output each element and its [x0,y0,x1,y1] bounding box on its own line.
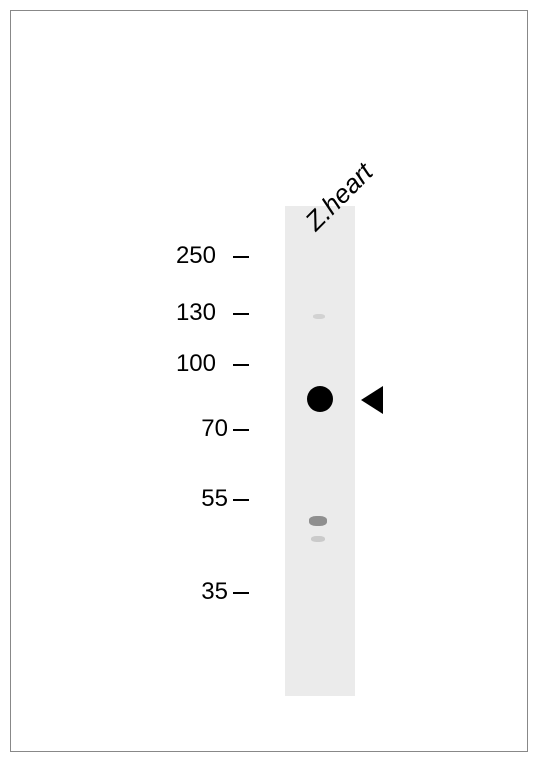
marker-label-250: 250 [166,242,216,270]
band-faint-2 [311,536,325,542]
marker-label-130: 130 [166,299,216,327]
marker-tick-130 [233,313,249,315]
lane-background [285,206,355,696]
marker-tick-70 [233,429,249,431]
marker-tick-100 [233,364,249,366]
marker-label-35: 35 [178,578,228,606]
marker-label-55: 55 [178,485,228,513]
band-main [307,386,333,412]
marker-label-70: 70 [178,415,228,443]
marker-tick-55 [233,499,249,501]
band-faint-1 [309,516,327,526]
marker-tick-35 [233,592,249,594]
blot-frame: Z.heart 250 130 100 70 55 35 [10,10,528,752]
marker-label-100: 100 [166,350,216,378]
arrow-indicator-icon [361,386,383,414]
band-faint-3 [313,314,325,319]
marker-tick-250 [233,256,249,258]
